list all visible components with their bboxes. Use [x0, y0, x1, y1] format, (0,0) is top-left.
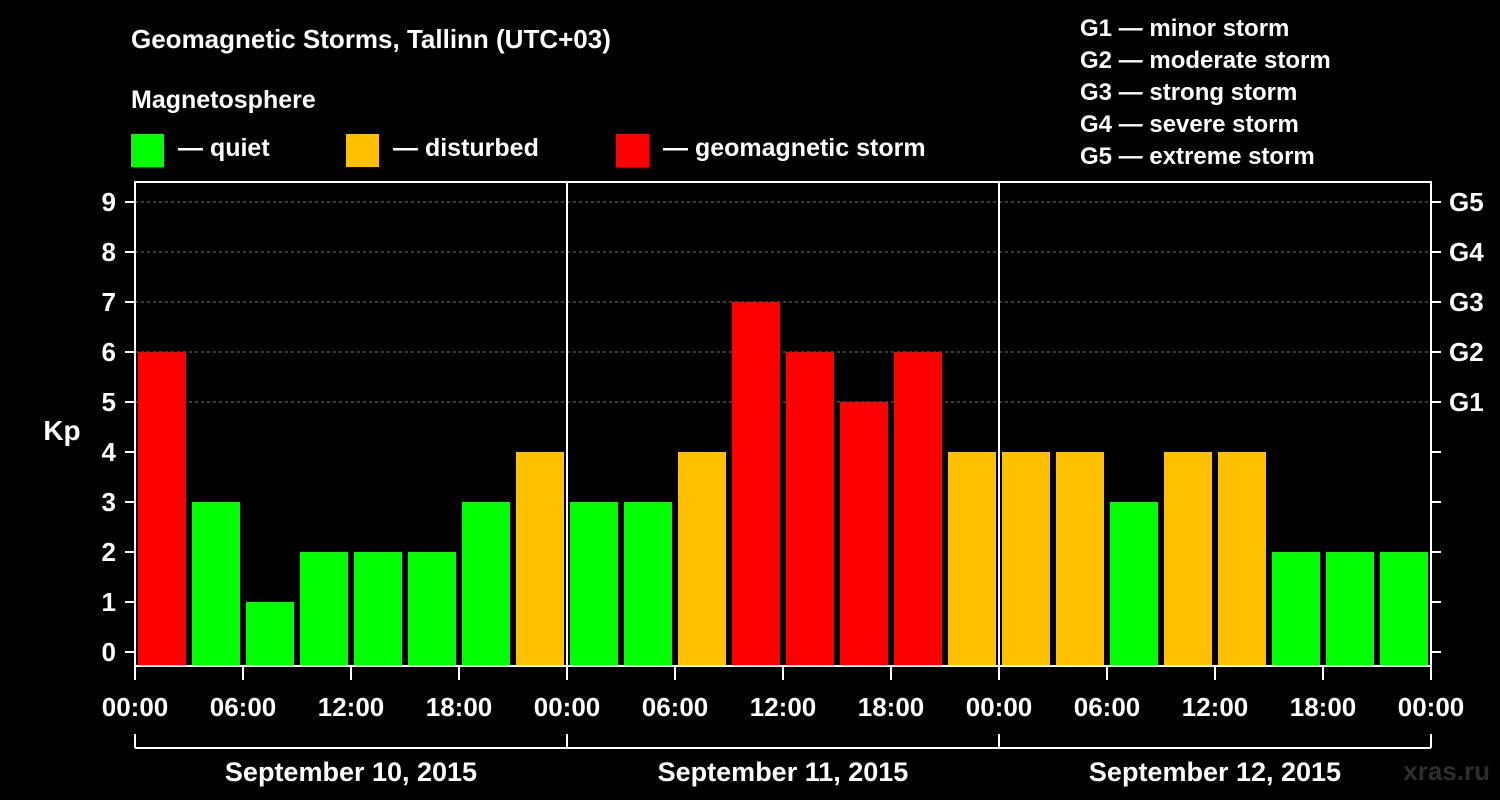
- x-tick-label: 00:00: [102, 692, 169, 722]
- axes: [125, 181, 1441, 749]
- bars: [138, 302, 1428, 666]
- kp-bar: [138, 352, 186, 666]
- x-tick-label: 06:00: [210, 692, 277, 722]
- kp-bar: [1326, 552, 1374, 666]
- kp-bar: [1272, 552, 1320, 666]
- right-tick-label-g1: G1: [1449, 387, 1484, 417]
- kp-bar: [516, 452, 564, 666]
- storm-scale-g5: G5 — extreme storm: [1080, 143, 1315, 170]
- kp-bar: [678, 452, 726, 666]
- kp-bar: [840, 402, 888, 666]
- legend-label-quiet: — quiet: [178, 134, 270, 162]
- y-tick-label: 7: [102, 287, 116, 317]
- right-tick-label-g3: G3: [1449, 287, 1484, 317]
- kp-bar: [624, 502, 672, 666]
- x-tick-label: 18:00: [1290, 692, 1357, 722]
- right-tick-label-g2: G2: [1449, 337, 1484, 367]
- kp-bar: [462, 502, 510, 666]
- kp-bar: [570, 502, 618, 666]
- legend-label-storm: — geomagnetic storm: [663, 134, 926, 162]
- right-tick-label-g5: G5: [1449, 187, 1484, 217]
- day-label: September 11, 2015: [658, 757, 909, 787]
- grid-lines: [135, 201, 1431, 403]
- legend-swatch-storm: [616, 134, 649, 167]
- storm-scale-g1: G1 — minor storm: [1080, 15, 1290, 42]
- y-tick-label: 5: [102, 387, 116, 417]
- kp-bar: [1002, 452, 1050, 666]
- x-tick-label: 12:00: [750, 692, 817, 722]
- y-tick-label: 9: [102, 187, 116, 217]
- y-tick-label: 3: [102, 487, 116, 517]
- x-tick-label: 12:00: [318, 692, 385, 722]
- storm-scale-g3: G3 — strong storm: [1080, 79, 1298, 106]
- kp-bar: [1164, 452, 1212, 666]
- x-tick-label: 00:00: [966, 692, 1033, 722]
- x-tick-label: 18:00: [858, 692, 925, 722]
- legend-heading: Magnetosphere: [131, 86, 316, 114]
- kp-bar: [1110, 502, 1158, 666]
- legend-swatch-quiet: [131, 134, 164, 167]
- y-tick-label: 4: [102, 437, 117, 467]
- y-tick-label: 2: [102, 537, 116, 567]
- kp-bar: [1218, 452, 1266, 666]
- x-tick-label: 00:00: [534, 692, 601, 722]
- x-tick-label: 06:00: [642, 692, 709, 722]
- x-tick-label: 00:00: [1398, 692, 1465, 722]
- kp-bar: [1056, 452, 1104, 666]
- kp-bar: [948, 452, 996, 666]
- storm-scale-g2: G2 — moderate storm: [1080, 47, 1331, 74]
- right-tick-label-g4: G4: [1449, 237, 1484, 267]
- kp-bar: [192, 502, 240, 666]
- kp-bar: [1380, 552, 1428, 666]
- y-tick-label: 0: [102, 637, 116, 667]
- chart-title: Geomagnetic Storms, Tallinn (UTC+03): [131, 24, 611, 54]
- kp-bar: [786, 352, 834, 666]
- kp-bar: [300, 552, 348, 666]
- day-label: September 12, 2015: [1089, 757, 1341, 787]
- axis-labels: 0 1 2 3 4 5 6 7 8 9 G1 G2 G3 G4 G5 00:00 06:00 12:00 18:00…: [102, 187, 1485, 787]
- day-label: September 10, 2015: [225, 757, 477, 787]
- kp-bar: [408, 552, 456, 666]
- x-tick-label: 06:00: [1074, 692, 1141, 722]
- y-tick-label: 6: [102, 337, 116, 367]
- kp-bar: [894, 352, 942, 666]
- x-tick-label: 18:00: [426, 692, 493, 722]
- storm-scale-g4: G4 — severe storm: [1080, 111, 1299, 138]
- kp-bar: [732, 302, 780, 666]
- legend-label-disturbed: — disturbed: [393, 134, 539, 162]
- y-axis-label: Kp: [43, 415, 80, 446]
- kp-bar: [354, 552, 402, 666]
- watermark: xras.ru: [1403, 756, 1490, 786]
- x-tick-label: 12:00: [1182, 692, 1249, 722]
- y-tick-label: 8: [102, 237, 116, 267]
- legend-swatch-disturbed: [346, 134, 379, 167]
- kp-bar: [246, 602, 294, 666]
- y-tick-label: 1: [102, 587, 116, 617]
